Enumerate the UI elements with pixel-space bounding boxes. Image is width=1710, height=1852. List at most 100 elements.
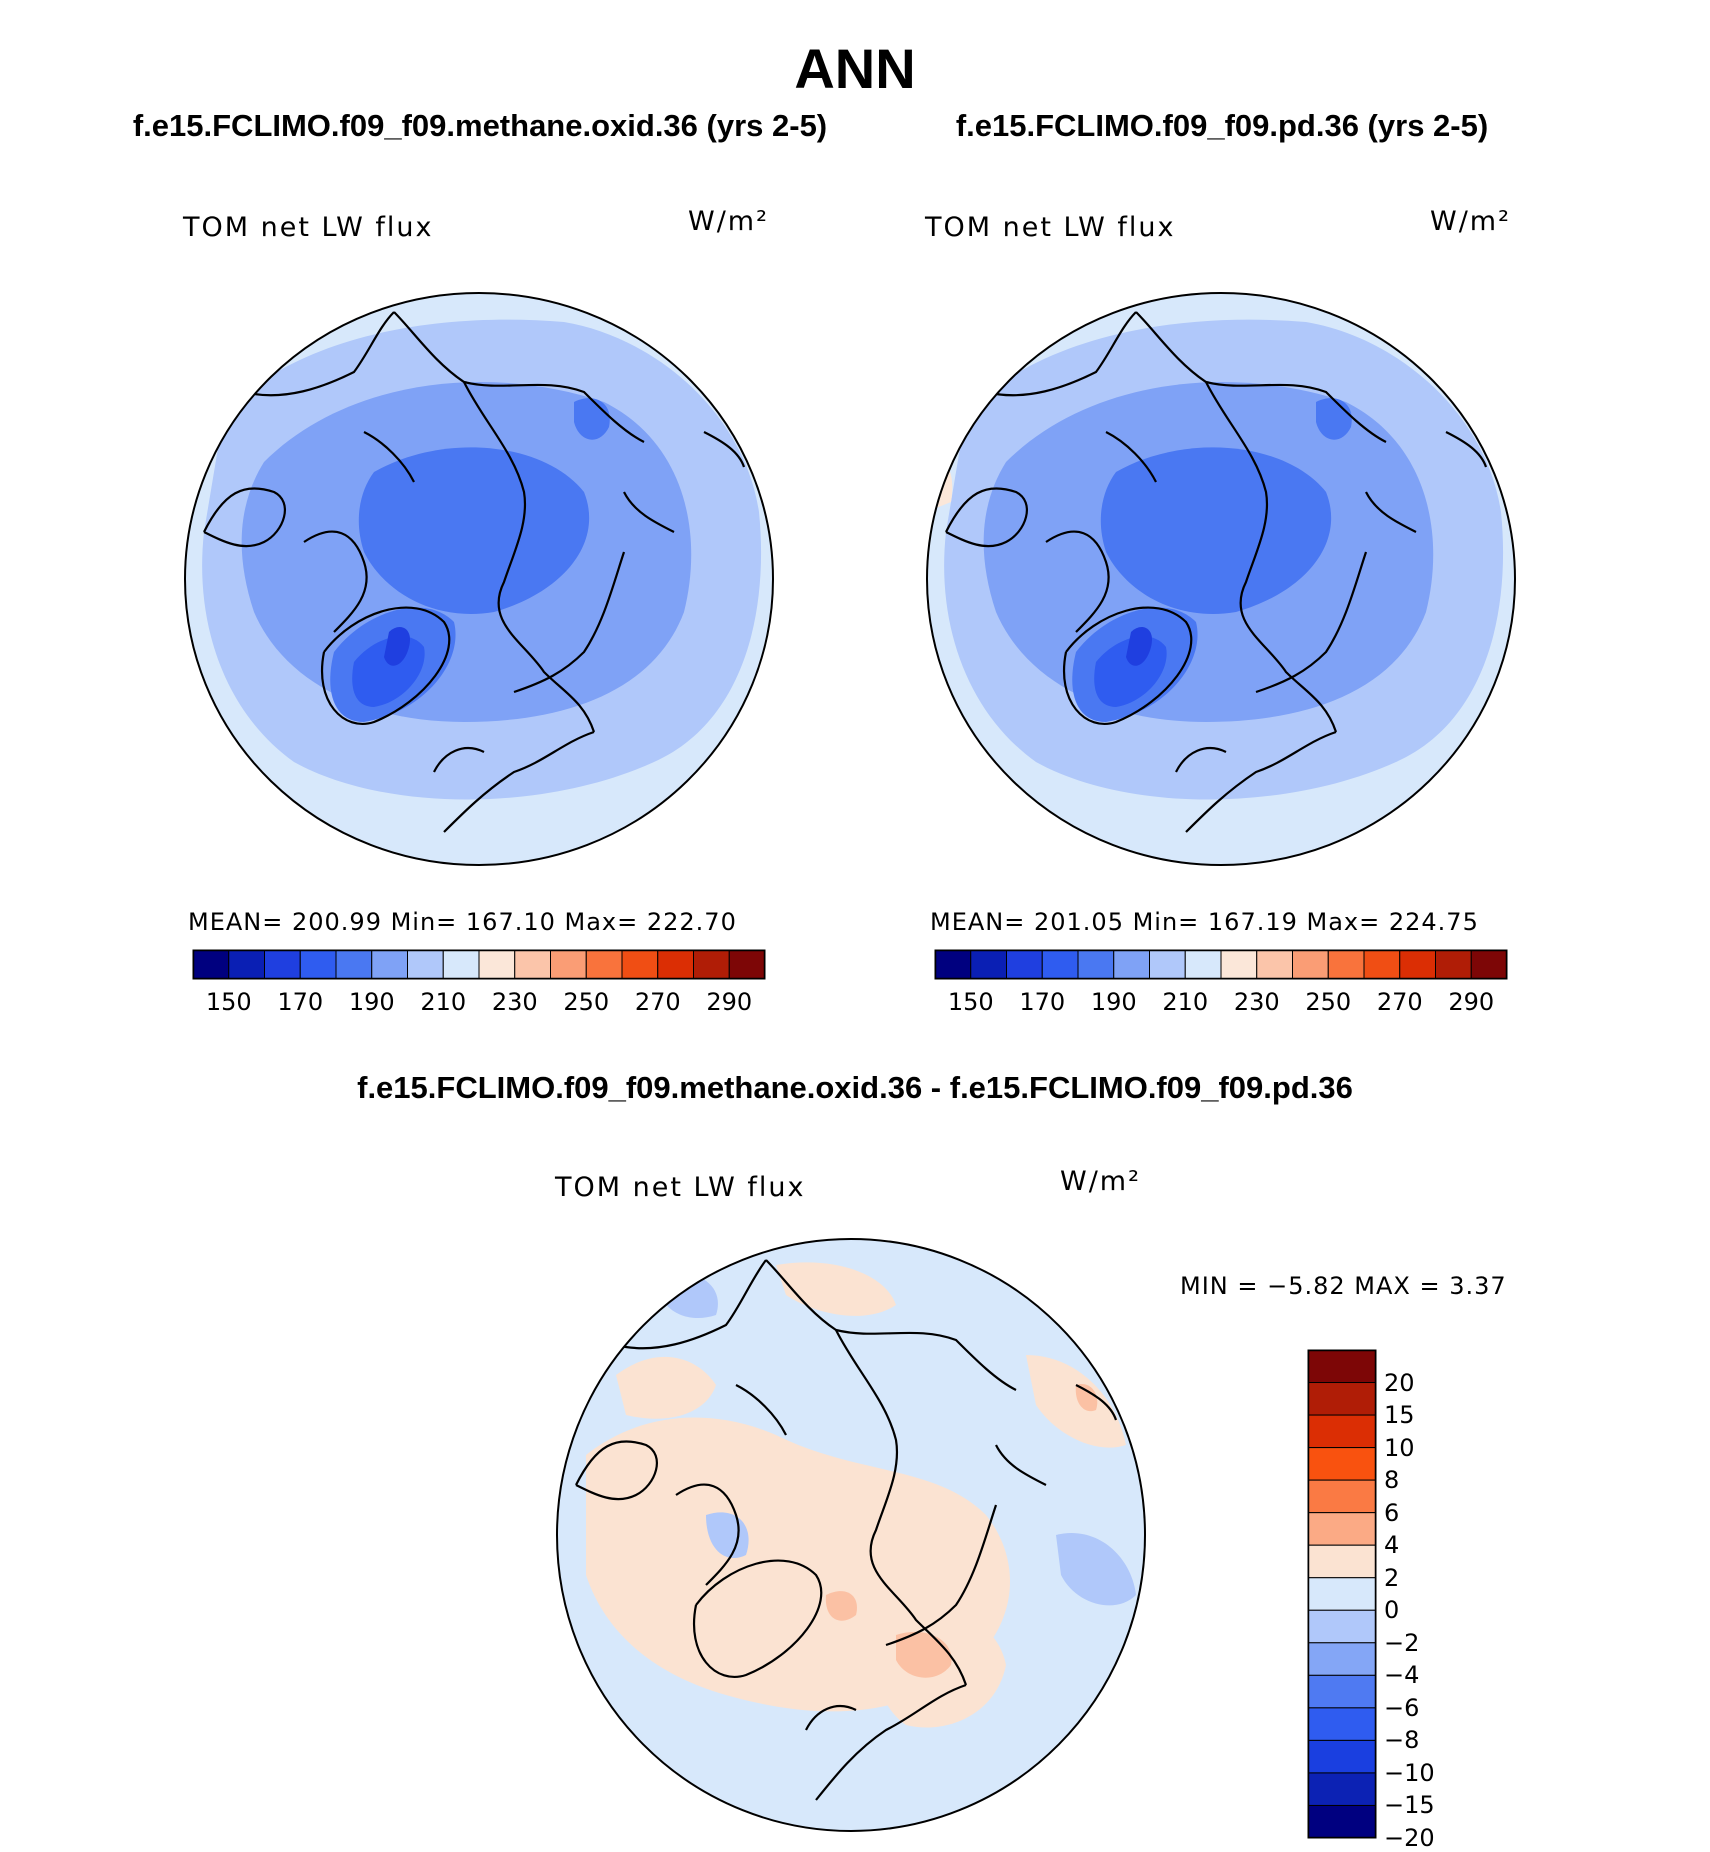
colorbar-box [1292,949,1329,980]
colorbar-box [1184,949,1222,980]
colorbar-box [970,949,1007,980]
colorbar-tick-label: 150 [205,988,252,1016]
colorbar-box [1113,949,1150,980]
colorbar-box [1041,949,1079,980]
colorbar-box [1220,949,1258,980]
colorbar-box [1307,1772,1377,1806]
colorbar-tick-label: 190 [1090,988,1137,1016]
panel1-units-label: W/m² [688,206,769,237]
colorbar-box [1307,1382,1377,1416]
panel2-colorbar [934,949,1508,980]
colorbar-box [1307,1642,1377,1676]
panel2-variable-label: TOM net LW flux [925,212,1176,243]
diff-stats: MIN = −5.82 MAX = 3.37 [1180,1272,1507,1300]
colorbar-box [299,949,337,980]
colorbar-tick-label: 4 [1384,1531,1400,1560]
colorbar-box [1363,949,1401,980]
colorbar-tick-label: 230 [1233,988,1280,1016]
colorbar-box [371,949,408,980]
colorbar-tick-label: 10 [1384,1433,1415,1462]
colorbar-tick-label: −15 [1384,1791,1435,1820]
colorbar-box [1307,1544,1377,1579]
colorbar-tick-label: 210 [420,988,467,1016]
panel1-case-title: f.e15.FCLIMO.f09_f09.methane.oxid.36 (yr… [132,108,828,143]
colorbar-box [1307,1804,1377,1839]
colorbar-tick-label: 210 [1162,988,1209,1016]
panel2-case-title: f.e15.FCLIMO.f09_f09.pd.36 (yrs 2-5) [955,108,1489,143]
colorbar-box [1307,1447,1377,1481]
colorbar-box [621,949,659,980]
colorbar-box [728,949,766,980]
colorbar-box [228,949,265,980]
colorbar-tick-label: 170 [1019,988,1066,1016]
colorbar-box [550,949,587,980]
panel1-variable-label: TOM net LW flux [183,212,434,243]
diff-units-label: W/m² [1060,1166,1141,1197]
panel2-colorbar-boxes [934,949,1508,980]
panel1-stats: MEAN= 200.99 Min= 167.10 Max= 222.70 [188,908,737,936]
colorbar-tick-label: −4 [1384,1661,1420,1690]
colorbar-box [1307,1479,1377,1514]
colorbar-tick-label: 8 [1384,1466,1400,1495]
colorbar-box [1077,949,1115,980]
colorbar-box [1307,1739,1377,1774]
colorbar-tick-label: 15 [1384,1401,1415,1430]
colorbar-box [1307,1512,1377,1546]
colorbar-tick-label: 270 [1376,988,1423,1016]
colorbar-box [1435,949,1472,980]
colorbar-box [478,949,516,980]
colorbar-box [1307,1414,1377,1449]
colorbar-tick-label: −8 [1384,1726,1420,1755]
colorbar-tick-label: −20 [1384,1824,1435,1852]
diff-polar-map [556,1238,1146,1832]
colorbar-box [585,949,623,980]
panel2-units-label: W/m² [1430,206,1511,237]
colorbar-tick-label: 2 [1384,1563,1400,1592]
colorbar-tick-label: 170 [277,988,324,1016]
colorbar-box [192,949,230,980]
diff-variable-label: TOM net LW flux [555,1172,806,1203]
colorbar-box [1256,949,1293,980]
colorbar-box [1307,1609,1377,1644]
colorbar-box [1307,1577,1377,1611]
main-title: ANN [794,37,916,100]
colorbar-box [657,949,694,980]
colorbar-box [335,949,373,980]
colorbar-box [407,949,444,980]
panel2-stats: MEAN= 201.05 Min= 167.19 Max= 224.75 [930,908,1479,936]
colorbar-box [934,949,972,980]
colorbar-box [442,949,480,980]
colorbar-box [1149,949,1186,980]
colorbar-box [1470,949,1508,980]
colorbar-box [1307,1674,1377,1709]
colorbar-tick-label: 250 [1305,988,1352,1016]
colorbar-box [514,949,551,980]
colorbar-tick-label: 20 [1384,1368,1415,1397]
colorbar-tick-label: 290 [706,988,753,1016]
colorbar-box [1307,1349,1377,1384]
colorbar-box [1399,949,1436,980]
colorbar-tick-label: 230 [491,988,538,1016]
colorbar-tick-label: 6 [1384,1498,1400,1527]
colorbar-tick-label: 290 [1448,988,1495,1016]
colorbar-tick-label: −6 [1384,1693,1420,1722]
colorbar-box [1006,949,1043,980]
colorbar-tick-label: −2 [1384,1628,1420,1657]
panel1-colorbar-boxes [192,949,766,980]
colorbar-box [1327,949,1365,980]
diff-colorbar [1307,1349,1377,1839]
colorbar-tick-label: 0 [1384,1596,1400,1625]
colorbar-box [264,949,301,980]
colorbar-tick-label: 150 [947,988,994,1016]
colorbar-tick-label: −10 [1384,1758,1435,1787]
colorbar-tick-label: 190 [348,988,395,1016]
panel1-colorbar [192,949,766,980]
colorbar-tick-label: 250 [563,988,610,1016]
colorbar-tick-label: 270 [634,988,681,1016]
panel1-polar-map [184,292,774,866]
colorbar-box [1307,1707,1377,1741]
colorbar-box [693,949,730,980]
diff-title: f.e15.FCLIMO.f09_f09.methane.oxid.36 - f… [357,1070,1353,1105]
panel2-polar-map [926,292,1516,866]
diff-colorbar-boxes [1307,1349,1377,1839]
